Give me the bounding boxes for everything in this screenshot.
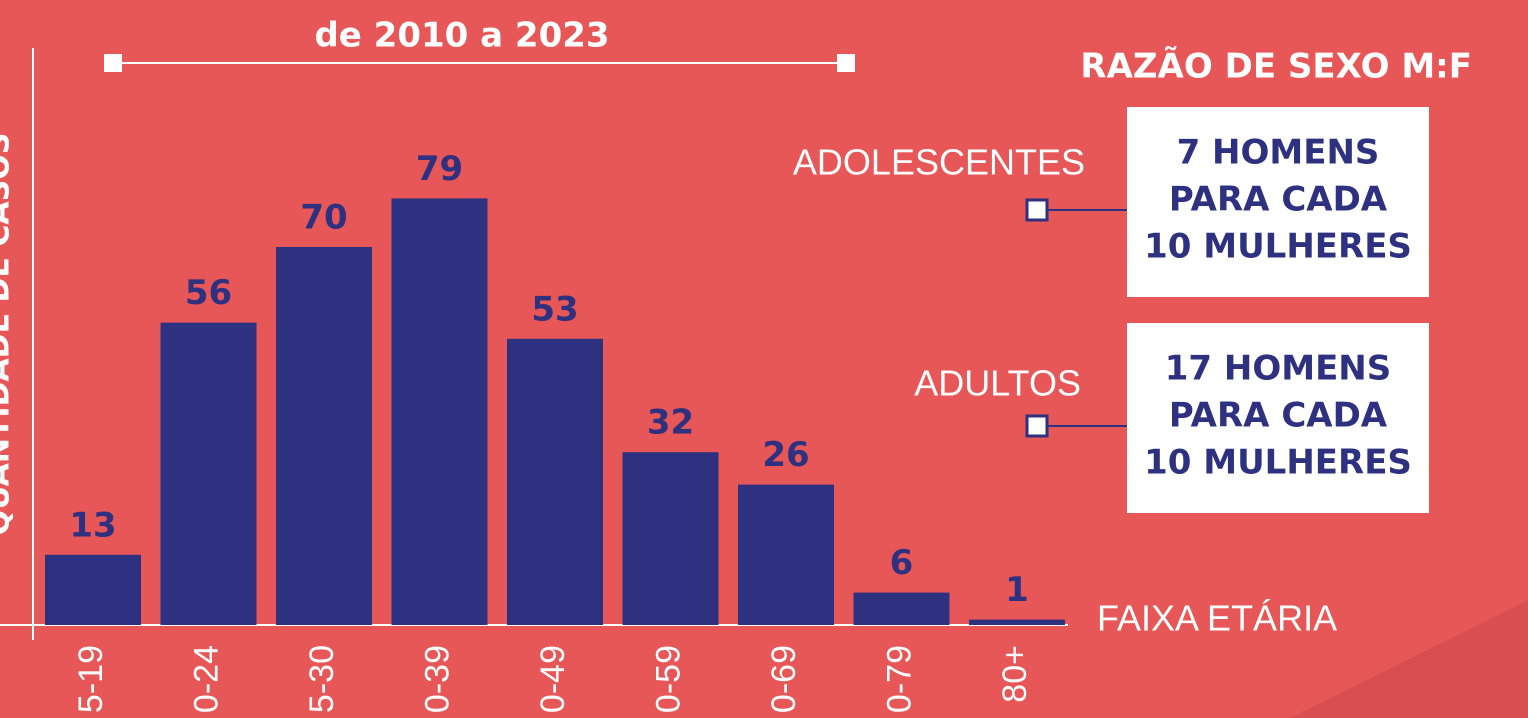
x-tick-label: 5-19 (72, 645, 110, 713)
x-tick-label: 80+ (996, 645, 1034, 703)
data-label: 53 (531, 289, 578, 329)
x-tick-label: 0-49 (534, 645, 572, 713)
ratio-text: 10 MULHERES (1144, 443, 1412, 483)
x-axis-label: FAIXA ETÁRIA (1097, 598, 1337, 639)
bar (391, 198, 488, 625)
ratio-text: PARA CADA (1169, 180, 1388, 220)
ratio-group: ADULTOS (914, 363, 1081, 404)
bar (622, 452, 719, 625)
data-label: 26 (762, 435, 809, 475)
x-tick-label: 0-24 (187, 645, 225, 713)
x-tick-label: 5-30 (303, 645, 341, 713)
ratio-group: ADOLESCENTES (793, 142, 1085, 183)
connector-marker (1025, 414, 1049, 438)
x-tick-label: 0-39 (418, 645, 456, 713)
decoration (1290, 600, 1528, 718)
ratio-title: RAZÃO DE SEXO M:F (1080, 46, 1472, 87)
data-label: 6 (890, 543, 914, 583)
x-tick-label: 0-79 (880, 645, 918, 713)
period-marker (104, 54, 122, 72)
ratio-box (1127, 107, 1429, 297)
data-label: 79 (416, 149, 463, 189)
x-tick-label: 0-59 (649, 645, 687, 713)
ratio-box (1127, 323, 1429, 513)
data-label: 70 (300, 198, 347, 238)
bar (276, 247, 372, 625)
data-label: 32 (647, 403, 694, 443)
connector-marker (1025, 198, 1049, 222)
chart-title: de 2010 a 2023 (314, 16, 609, 56)
ratio-text: 17 HOMENS (1165, 349, 1392, 389)
ratio-text: PARA CADA (1169, 396, 1388, 436)
data-label: 56 (185, 273, 232, 313)
bar (507, 338, 603, 625)
bar (45, 554, 141, 625)
period-marker (837, 54, 855, 72)
ratio-text: 7 HOMENS (1177, 133, 1380, 173)
bar (969, 619, 1065, 625)
data-label: 13 (69, 505, 116, 545)
data-label: 1 (1005, 570, 1029, 610)
y-axis-label: QUANTIDADE DE CASOS (0, 133, 17, 536)
x-tick-label: 0-69 (765, 645, 803, 713)
bar (738, 484, 834, 625)
bar (853, 592, 950, 625)
ratio-text: 10 MULHERES (1144, 227, 1412, 267)
bar (160, 322, 257, 625)
